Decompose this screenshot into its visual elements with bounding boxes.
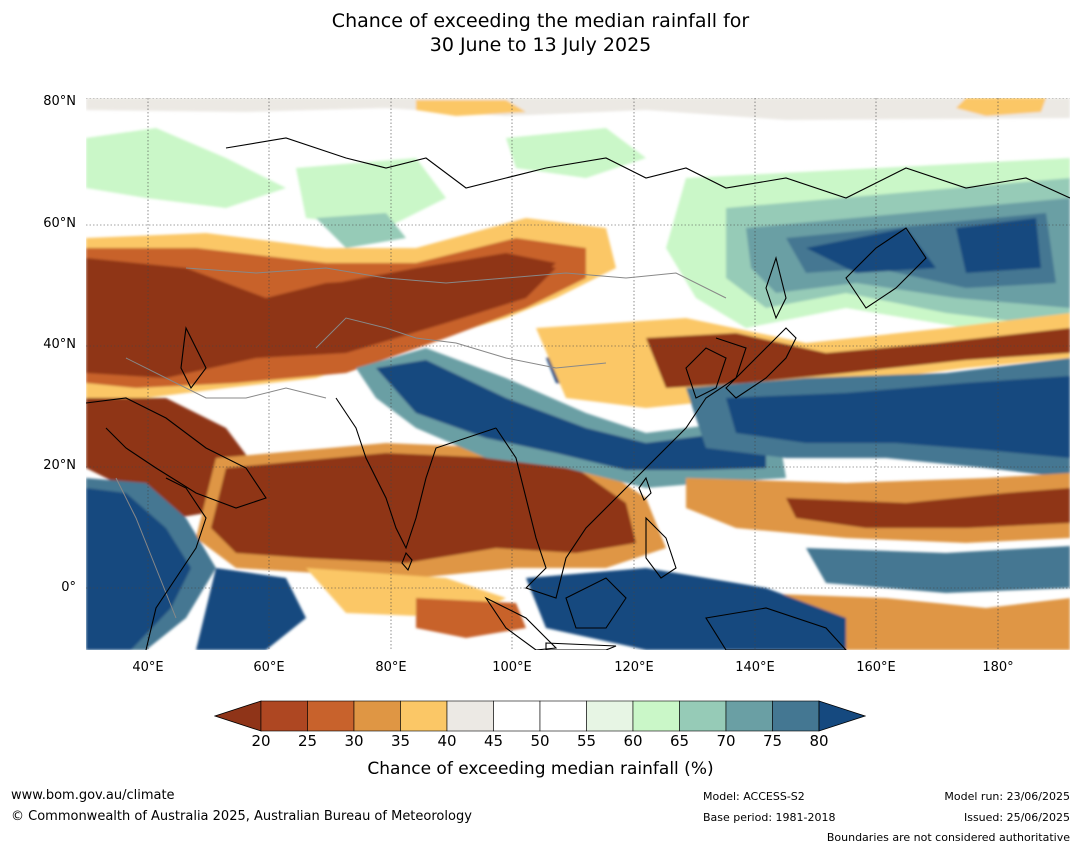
footer-model-run: Model run: 23/06/2025 bbox=[944, 790, 1070, 803]
footer-issued: Issued: 25/06/2025 bbox=[963, 811, 1070, 824]
coast-sakhalin bbox=[765, 256, 787, 320]
coast-korea bbox=[685, 347, 727, 399]
colorbar-box bbox=[632, 700, 680, 732]
colorbar-tick-label: 35 bbox=[390, 732, 411, 750]
coast-new-guinea bbox=[705, 607, 847, 650]
tibet-deep-blue bbox=[376, 360, 766, 470]
colorbar-tick-label: 30 bbox=[344, 732, 364, 750]
coast-caspian bbox=[180, 326, 207, 390]
lon-label-40e: 40°E bbox=[132, 660, 164, 675]
colorbar-tick-label: 65 bbox=[669, 732, 690, 750]
indian-ocean-dark bbox=[416, 598, 526, 638]
colorbar-box bbox=[586, 700, 634, 732]
siberia-green-patch bbox=[86, 128, 286, 208]
probability-shading bbox=[86, 98, 1070, 650]
colorbar-label: Chance of exceeding median rainfall (%) bbox=[367, 759, 714, 779]
coast-japan bbox=[725, 327, 797, 399]
border-china-west bbox=[315, 317, 607, 369]
lat-label-80n: 80°N bbox=[43, 94, 76, 109]
coast-arctic bbox=[225, 137, 1070, 199]
colorbar-tick-label: 75 bbox=[762, 732, 783, 750]
colorbar-tick-label: 70 bbox=[716, 732, 736, 750]
border-russia-south bbox=[185, 267, 727, 299]
coast-borneo bbox=[565, 577, 627, 629]
colorbar-box bbox=[772, 700, 820, 732]
colorbar-tick-label: 20 bbox=[251, 732, 271, 750]
colorbar-box bbox=[307, 700, 355, 732]
colorbar-box bbox=[539, 700, 587, 732]
lon-label-180: 180° bbox=[982, 660, 1014, 675]
lon-label-60e: 60°E bbox=[253, 660, 285, 675]
arctic-orange-patch bbox=[416, 100, 526, 116]
africa-deep-blue bbox=[86, 488, 191, 650]
coast-se-asia bbox=[495, 337, 747, 599]
arctic-light-patch bbox=[86, 98, 1070, 120]
coast-taiwan bbox=[638, 476, 652, 501]
colorbar-tick-label: 80 bbox=[809, 732, 829, 750]
colorbar-tick-label: 40 bbox=[437, 732, 457, 750]
siberia-green-patch-2 bbox=[296, 158, 446, 228]
coast-java bbox=[545, 642, 617, 650]
title-line-2: 30 June to 13 July 2025 bbox=[429, 34, 652, 56]
colorbar-tick-label: 50 bbox=[530, 732, 550, 750]
indian-ocean-blue bbox=[196, 568, 306, 650]
colorbar bbox=[214, 700, 866, 732]
colorbar-box bbox=[493, 700, 541, 732]
coast-india bbox=[335, 397, 497, 550]
pacific-deep-blue-1 bbox=[726, 376, 1070, 458]
graticule bbox=[86, 98, 1070, 650]
colorbar-box bbox=[400, 700, 448, 732]
lat-label-0: 0° bbox=[61, 580, 76, 595]
coastlines bbox=[86, 137, 1070, 650]
colorbar-tick-label: 60 bbox=[623, 732, 643, 750]
lon-label-160e: 160°E bbox=[856, 660, 896, 675]
footer-base-period: Base period: 1981-2018 bbox=[703, 811, 836, 824]
lon-label-100e: 100°E bbox=[492, 660, 532, 675]
lat-label-60n: 60°N bbox=[43, 216, 76, 231]
coast-arabia bbox=[86, 397, 267, 509]
colorbar-tick-label: 45 bbox=[483, 732, 504, 750]
pacific-dark-band bbox=[786, 488, 1070, 528]
colorbar-extend-high bbox=[818, 700, 866, 732]
coast-kamchatka bbox=[845, 227, 927, 309]
colorbar-tick-label: 25 bbox=[297, 732, 318, 750]
colorbar-tick-label: 55 bbox=[576, 732, 597, 750]
footer-copyright: © Commonwealth of Australia 2025, Austra… bbox=[11, 809, 472, 824]
colorbar-box bbox=[679, 700, 727, 732]
colorbar-box bbox=[260, 700, 308, 732]
footer-disclaimer: Boundaries are not considered authoritat… bbox=[826, 831, 1070, 844]
colorbar-box bbox=[725, 700, 773, 732]
colorbar-box bbox=[446, 700, 494, 732]
title-line-1: Chance of exceeding the median rainfall … bbox=[331, 10, 750, 32]
lon-label-80e: 80°E bbox=[375, 660, 407, 675]
indonesia-blue bbox=[526, 568, 846, 650]
rainfall-map-svg bbox=[86, 98, 1070, 650]
lon-label-120e: 120°E bbox=[614, 660, 654, 675]
coast-sri-lanka bbox=[401, 551, 413, 572]
japan-dark bbox=[646, 328, 1070, 388]
rainfall-map bbox=[86, 98, 1070, 650]
colorbar-box bbox=[353, 700, 401, 732]
pacific-blue-2 bbox=[806, 546, 1070, 593]
coast-philippines bbox=[645, 516, 677, 579]
footer-model: Model: ACCESS-S2 bbox=[703, 790, 805, 803]
lat-label-20n: 20°N bbox=[43, 458, 76, 473]
se-asia-dark bbox=[496, 453, 586, 528]
lat-label-40n: 40°N bbox=[43, 337, 76, 352]
west-europe-green bbox=[316, 213, 406, 248]
lon-label-140e: 140°E bbox=[735, 660, 775, 675]
coast-africa-horn bbox=[145, 477, 207, 650]
colorbar-extend-low bbox=[214, 700, 262, 732]
border-middle-east bbox=[125, 357, 327, 399]
siberia-green-patch-3 bbox=[506, 128, 646, 178]
arctic-orange-patch-east bbox=[956, 98, 1046, 116]
map-title: Chance of exceeding the median rainfall … bbox=[0, 9, 1081, 57]
footer-website: www.bom.gov.au/climate bbox=[11, 788, 175, 803]
